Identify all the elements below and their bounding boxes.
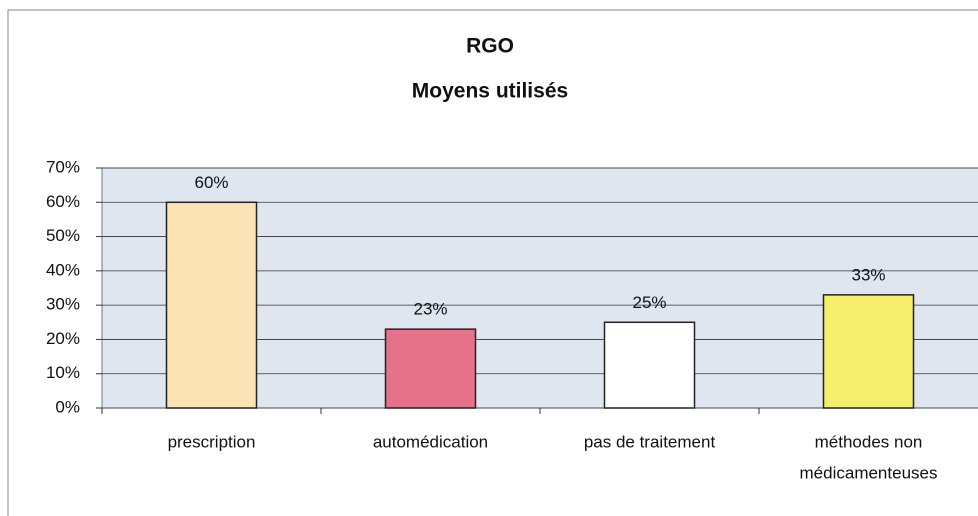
x-tick-label: pas de traitement [584,432,716,451]
chart-title: RGO [466,35,514,58]
bar [603,321,696,409]
y-tick-label: 60% [46,192,80,211]
bar [822,294,915,409]
value-label: 23% [413,300,447,319]
y-tick-label: 20% [46,329,80,348]
value-label: 25% [632,293,666,312]
bar [165,201,258,409]
x-tick-label: médicamenteuses [800,463,938,482]
y-tick-label: 30% [46,295,80,314]
chart-subtitle: Moyens utilisés [412,80,568,103]
y-tick-label: 40% [46,260,80,279]
y-tick-label: 0% [55,397,80,416]
y-tick-label: 10% [46,363,80,382]
y-tick-label: 50% [46,226,80,245]
value-label: 60% [194,173,228,192]
x-tick-label: prescription [168,432,256,451]
bar [384,328,477,409]
value-label: 33% [851,265,885,284]
x-tick-label: méthodes non [815,432,923,451]
x-tick-label: automédication [373,432,488,451]
y-tick-label: 70% [46,157,80,176]
